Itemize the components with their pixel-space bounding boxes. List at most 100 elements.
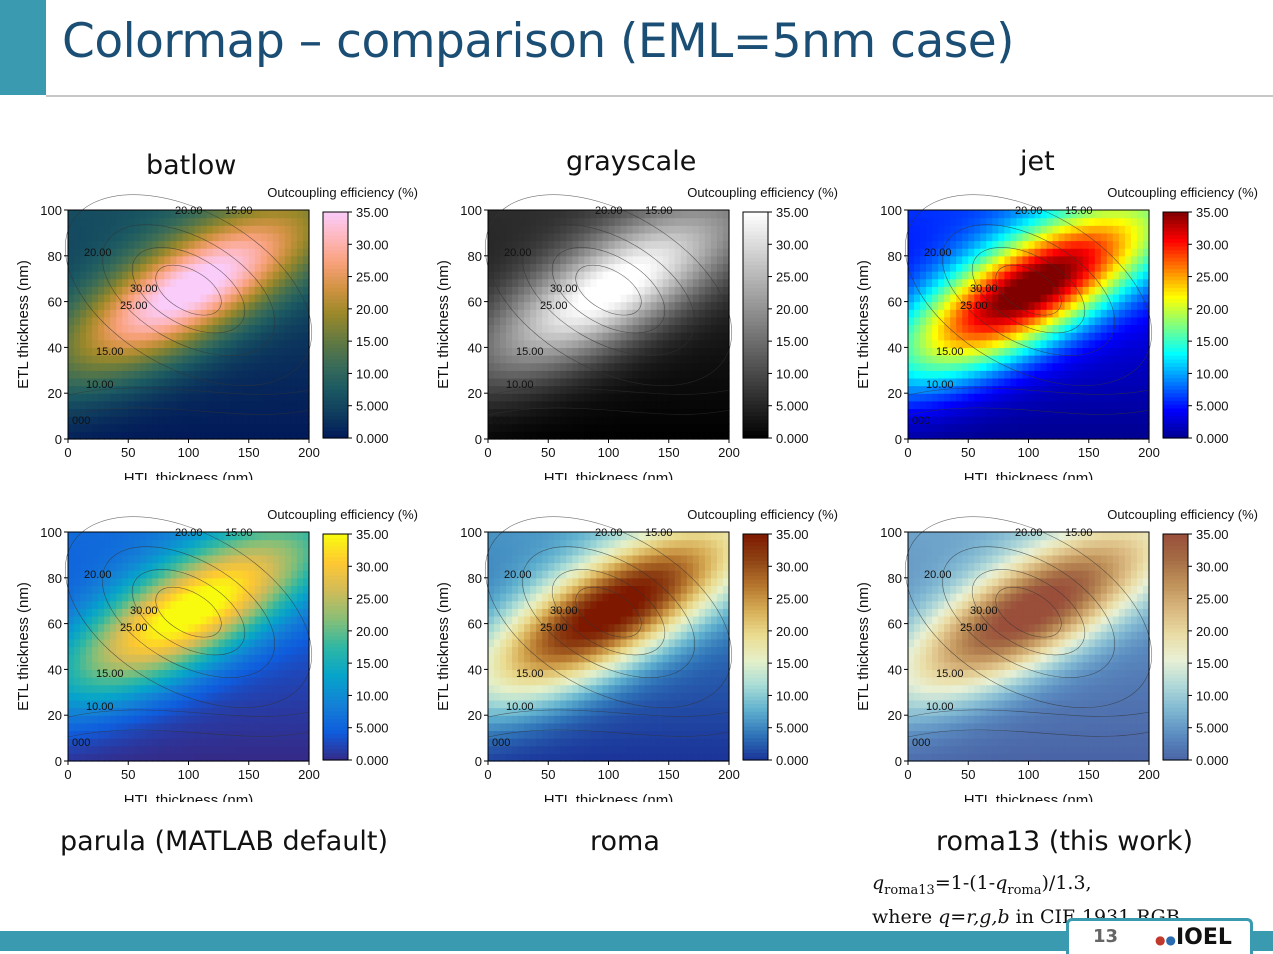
heatmap-cell xyxy=(500,225,507,233)
heatmap-cell xyxy=(225,340,232,348)
heatmap-cell xyxy=(717,210,724,218)
heatmap-cell xyxy=(596,271,603,279)
heatmap-cell xyxy=(164,624,171,632)
heatmap-cell xyxy=(297,256,304,264)
heatmap-cell xyxy=(146,347,153,355)
heatmap-cell xyxy=(201,355,208,363)
heatmap-cell xyxy=(657,408,664,416)
heatmap-cell xyxy=(146,547,153,555)
heatmap-cell xyxy=(134,555,141,563)
heatmap-cell xyxy=(195,355,202,363)
heatmap-cell xyxy=(152,332,159,340)
heatmap-cell xyxy=(249,241,256,249)
heatmap-cell xyxy=(110,585,117,593)
heatmap-cell xyxy=(164,401,171,409)
heatmap-cell xyxy=(968,393,975,401)
heatmap-cell xyxy=(524,370,531,378)
heatmap-cell xyxy=(291,248,298,256)
heatmap-cell xyxy=(182,723,189,731)
heatmap-cell xyxy=(1095,317,1102,325)
heatmap-cell xyxy=(98,555,105,563)
heatmap-cell xyxy=(602,233,609,241)
heatmap-cell xyxy=(225,233,232,241)
heatmap-cell xyxy=(176,294,183,302)
heatmap-cell xyxy=(219,647,226,655)
heatmap-cell xyxy=(548,325,555,333)
colorbar-segment xyxy=(743,336,768,340)
heatmap-cell xyxy=(675,294,682,302)
heatmap-cell xyxy=(231,624,238,632)
heatmap-cell xyxy=(1077,233,1084,241)
heatmap-cell xyxy=(554,263,561,271)
heatmap-cell xyxy=(596,355,603,363)
heatmap-cell xyxy=(711,256,718,264)
heatmap-cell xyxy=(158,555,165,563)
heatmap-cell xyxy=(675,408,682,416)
colorbar-segment xyxy=(743,280,768,284)
heatmap-cell xyxy=(176,271,183,279)
heatmap-cell xyxy=(944,332,951,340)
heatmap-cell xyxy=(536,263,543,271)
heatmap-cell xyxy=(512,210,519,218)
heatmap-cell xyxy=(182,355,189,363)
heatmap-cell xyxy=(255,256,262,264)
heatmap-cell xyxy=(968,233,975,241)
heatmap-cell xyxy=(663,279,670,287)
heatmap-cell xyxy=(950,279,957,287)
heatmap-cell xyxy=(68,347,75,355)
heatmap-cell xyxy=(255,325,262,333)
heatmap-cell xyxy=(1010,424,1017,432)
heatmap-cell xyxy=(170,753,177,761)
heatmap-cell xyxy=(146,370,153,378)
heatmap-cell xyxy=(122,332,129,340)
heatmap-cell xyxy=(1107,210,1114,218)
heatmap-cell xyxy=(1004,248,1011,256)
heatmap-cell xyxy=(170,256,177,264)
heatmap-cell xyxy=(914,332,921,340)
heatmap-cell xyxy=(914,248,921,256)
heatmap-cell xyxy=(578,424,585,432)
heatmap-cell xyxy=(1089,325,1096,333)
heatmap-cell xyxy=(237,325,244,333)
heatmap-cell xyxy=(110,431,117,439)
heatmap-cell xyxy=(92,325,99,333)
heatmap-cell xyxy=(249,662,256,670)
heatmap-cell xyxy=(1113,393,1120,401)
heatmap-cell xyxy=(195,578,202,586)
heatmap-cell xyxy=(639,256,646,264)
heatmap-cell xyxy=(986,347,993,355)
heatmap-cell xyxy=(134,408,141,416)
heatmap-cell xyxy=(110,325,117,333)
heatmap-cell xyxy=(74,210,81,218)
heatmap-cell xyxy=(68,624,75,632)
heatmap-cell xyxy=(920,218,927,226)
heatmap-cell xyxy=(170,416,177,424)
heatmap-cell xyxy=(693,332,700,340)
colorbar-segment xyxy=(323,235,348,239)
heatmap-cell xyxy=(705,347,712,355)
heatmap-cell xyxy=(195,263,202,271)
heatmap-cell xyxy=(80,325,87,333)
heatmap-cell xyxy=(518,286,525,294)
heatmap-cell xyxy=(201,248,208,256)
heatmap-cell xyxy=(693,370,700,378)
heatmap-cell xyxy=(1107,271,1114,279)
heatmap-cell xyxy=(80,601,87,609)
heatmap-cell xyxy=(98,401,105,409)
heatmap-cell xyxy=(86,616,93,624)
heatmap-cell xyxy=(627,218,634,226)
heatmap-cell xyxy=(705,325,712,333)
y-axis-label: ETL thickness (nm) xyxy=(15,260,32,389)
heatmap-cell xyxy=(596,241,603,249)
heatmap-cell xyxy=(195,424,202,432)
heatmap-cell xyxy=(1065,401,1072,409)
heatmap-cell xyxy=(86,431,93,439)
heatmap-cell xyxy=(1119,431,1126,439)
heatmap-cell xyxy=(86,540,93,548)
heatmap-cell xyxy=(663,294,670,302)
heatmap-cell xyxy=(92,692,99,700)
heatmap-cell xyxy=(134,233,141,241)
heatmap-cell xyxy=(992,263,999,271)
heatmap-cell xyxy=(992,225,999,233)
heatmap-cell xyxy=(261,616,268,624)
